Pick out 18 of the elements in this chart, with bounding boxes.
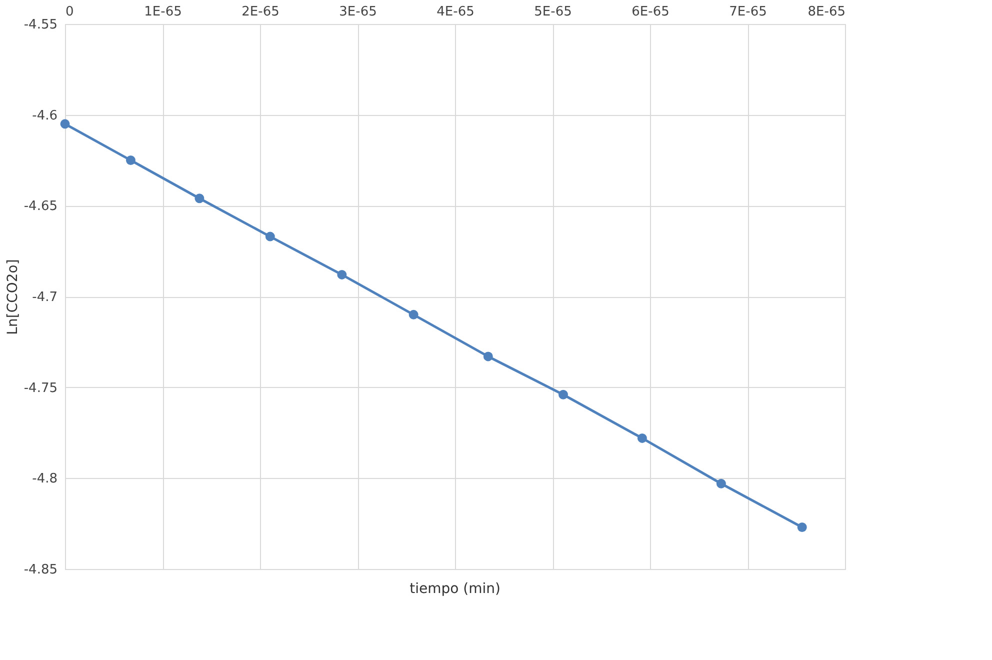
x-tick-label: 4E-65 <box>436 4 474 20</box>
x-axis-title: tiempo (min) <box>410 581 500 597</box>
y-tick-label: -4.85 <box>24 562 58 578</box>
y-tick-label: -4.8 <box>32 472 58 487</box>
x-tick-label: 0 <box>66 4 74 20</box>
x-tick-label: 7E-65 <box>729 4 767 20</box>
y-tick-label: -4.7 <box>32 290 58 305</box>
y-tick-label: -4.75 <box>24 380 58 396</box>
y-axis-title: Ln[CCO2o] <box>4 259 21 335</box>
y-tick-label: -4.6 <box>32 108 58 124</box>
y-tick-label: -4.65 <box>24 199 58 214</box>
y-tick-label: -4.55 <box>24 18 58 32</box>
x-tick-label: 8E-65 <box>808 4 846 20</box>
x-tick-label: 2E-65 <box>242 4 280 20</box>
x-tick-label: 6E-65 <box>632 4 670 20</box>
x-tick-label: 3E-65 <box>339 4 377 20</box>
x-tick-label: 5E-65 <box>534 4 572 20</box>
x-tick-label: 1E-65 <box>144 4 182 20</box>
